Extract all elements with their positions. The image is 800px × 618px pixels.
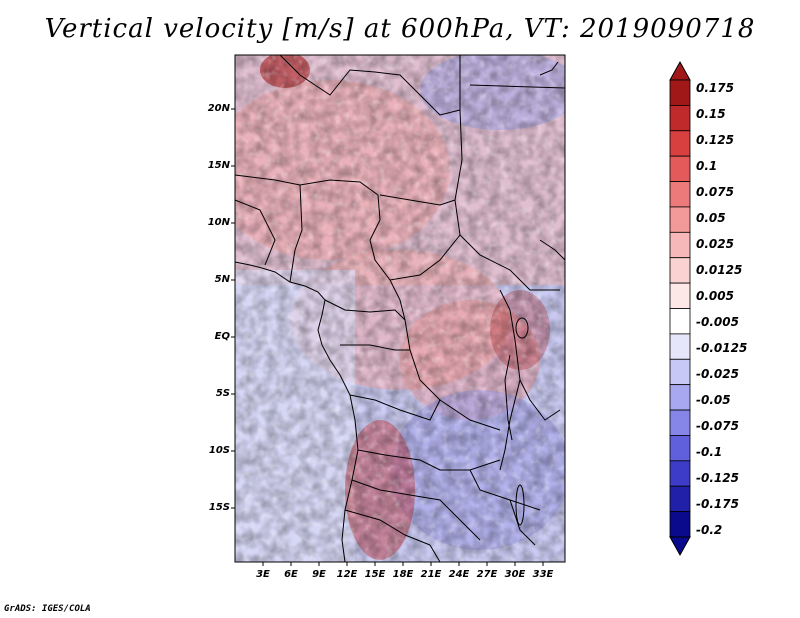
lat-label-20n: 20N — [207, 103, 230, 114]
colorbar-swatch — [669, 282, 691, 309]
colorbar-swatch — [669, 155, 691, 182]
lat-label-eq: EQ — [214, 331, 230, 342]
map-frame — [234, 54, 566, 563]
colorbar-swatch — [669, 511, 691, 538]
colorbar-swatch — [669, 181, 691, 208]
lat-label-10s: 10S — [208, 445, 230, 456]
colorbar-label: -0.05 — [696, 393, 731, 407]
lat-label-5s: 5S — [215, 388, 230, 399]
colorbar-label: -0.025 — [696, 367, 739, 381]
colorbar-label: 0.0125 — [696, 263, 742, 277]
lon-label-24e: 24E — [448, 569, 470, 580]
colorbar-swatch — [669, 231, 691, 259]
lon-label-27e: 27E — [476, 569, 498, 580]
colorbar-label: 0.025 — [696, 237, 734, 251]
lon-label-33e: 33E — [532, 569, 554, 580]
colorbar-label: -0.0125 — [696, 341, 747, 355]
lon-label-9e: 9E — [312, 569, 326, 580]
colorbar: 0.175 0.15 0.125 0.1 0.075 0.05 0.025 0.0125 0.0… — [669, 60, 747, 557]
colorbar-label: 0.15 — [696, 107, 726, 121]
map-title: Vertical velocity [m/s] at 600hPa, VT: 2… — [44, 14, 756, 44]
colorbar-label: 0.125 — [696, 133, 734, 147]
colorbar-label: 0.175 — [696, 81, 734, 95]
colorbar-swatch — [669, 435, 691, 462]
lon-label-15e: 15E — [364, 569, 386, 580]
lon-label-30e: 30E — [504, 569, 526, 580]
colorbar-swatch — [669, 79, 691, 106]
colorbar-label: -0.125 — [696, 471, 739, 485]
colorbar-label: 0.1 — [696, 159, 717, 173]
colorbar-label: -0.075 — [696, 419, 739, 433]
lat-label-10n: 10N — [207, 217, 230, 228]
colorbar-swatch — [669, 485, 691, 513]
colorbar-swatch — [669, 384, 691, 411]
lon-label-3e: 3E — [256, 569, 270, 580]
colorbar-label: 0.05 — [696, 211, 726, 225]
lon-label-21e: 21E — [420, 569, 442, 580]
colorbar-top-arrow — [669, 60, 691, 81]
lon-label-18e: 18E — [392, 569, 414, 580]
colorbar-swatch — [669, 308, 691, 335]
vertical-velocity-field — [235, 55, 565, 562]
grads-credit: GrADS: IGES/COLA — [4, 604, 91, 614]
lon-label-6e: 6E — [284, 569, 298, 580]
colorbar-swatch — [669, 409, 691, 436]
colorbar-swatch — [669, 206, 691, 233]
colorbar-swatch — [669, 333, 691, 360]
axis-ticks — [231, 108, 544, 566]
colorbar-label: 0.075 — [696, 185, 734, 199]
colorbar-label: -0.1 — [696, 445, 722, 459]
colorbar-label: -0.175 — [696, 497, 739, 511]
colorbar-label: -0.2 — [696, 523, 722, 537]
colorbar-swatch — [669, 358, 691, 386]
lat-label-5n: 5N — [214, 274, 230, 285]
colorbar-label: -0.005 — [696, 315, 739, 329]
country-borders — [234, 54, 566, 563]
colorbar-label: 0.005 — [696, 289, 734, 303]
lat-label-15n: 15N — [207, 160, 230, 171]
colorbar-bottom-arrow — [669, 536, 691, 557]
colorbar-swatch — [669, 257, 691, 284]
colorbar-swatch — [669, 104, 691, 132]
colorbar-swatch — [669, 460, 691, 487]
lon-label-12e: 12E — [336, 569, 358, 580]
colorbar-swatch — [669, 130, 691, 157]
lat-label-15s: 15S — [208, 502, 230, 513]
